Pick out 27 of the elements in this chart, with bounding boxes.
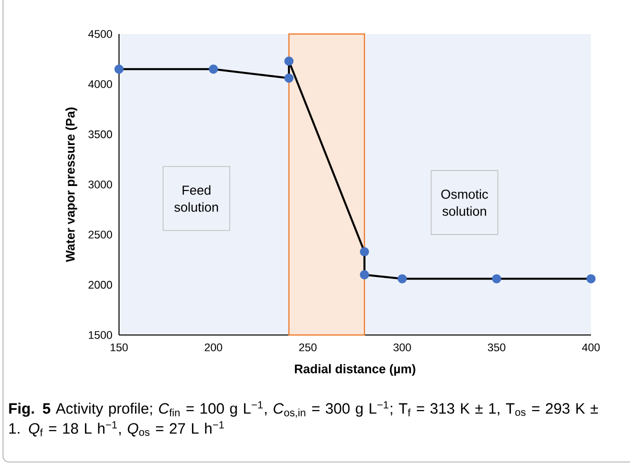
annotation: Feed solution	[174, 185, 218, 212]
annotation: Osmotic solution	[441, 189, 488, 216]
x-tick-label: 150	[110, 343, 128, 352]
point	[208, 64, 218, 74]
point	[284, 56, 294, 66]
x-tick-label: 200	[204, 343, 222, 352]
x-tick-label: 300	[393, 343, 411, 352]
point	[360, 270, 370, 280]
point	[360, 247, 370, 256]
y-axis-title: Water vapor pressure (Pa)	[66, 108, 78, 262]
point	[492, 274, 502, 284]
x-tick-label: 350	[488, 343, 506, 352]
y-tick-label: 4500	[88, 30, 112, 38]
x-tick-label: 250	[299, 343, 317, 352]
y-tick-label: 4000	[88, 80, 112, 88]
text: Fig. 5 Activity profile; C$_{fin}$ = 100 g L$^{−1}$, C$_{os,in}$ = 300 g L$^{−1}$; T$_{f}$ = 313 K ± 1, T$_{os}$ = 293 K ± 1. Q$_{f}$ = 18 L h$^{−1}$, Q$_{os}$ = 27 L h$^{−1}$	[9, 401, 598, 436]
y-tick-label: 1500	[88, 331, 112, 339]
point	[398, 274, 407, 284]
point	[114, 64, 124, 74]
point	[284, 74, 294, 83]
x-tick-label: 400	[582, 343, 600, 352]
y-tick-label: 3000	[88, 180, 112, 188]
x-axis-title: Radial distance (µm)	[294, 364, 416, 376]
point	[586, 274, 596, 284]
y-tick-label: 2500	[88, 230, 112, 239]
y-tick-label: 3500	[88, 130, 112, 138]
y-tick-label: 2000	[88, 280, 112, 289]
